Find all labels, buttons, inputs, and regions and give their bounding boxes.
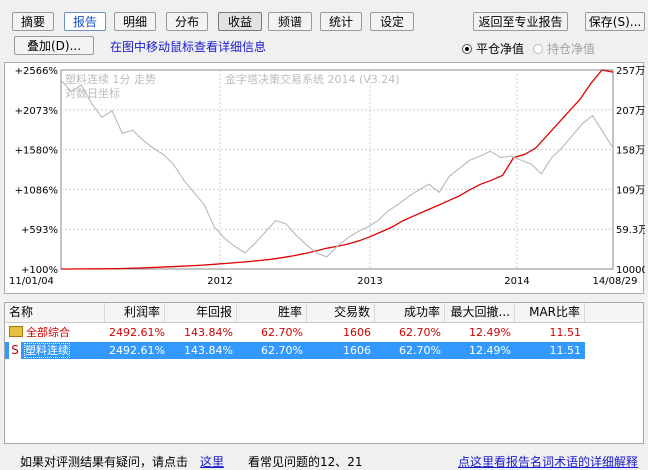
- table-cell: 2492.61%: [109, 326, 165, 339]
- name-cell: S 塑料连续: [5, 342, 105, 359]
- status-prefix: 如果对评测结果有疑问，请点击: [20, 455, 189, 469]
- row-name: 全部综合: [26, 326, 70, 339]
- table-cell: 12.49%: [469, 344, 511, 357]
- radio-flat-nav[interactable]: 平仓净值: [462, 40, 524, 57]
- column-header[interactable]: 最大回撤...: [445, 303, 515, 322]
- left-tick-label: +1580%: [15, 146, 58, 157]
- column-header[interactable]: MAR比率: [515, 303, 585, 322]
- tab-1[interactable]: 报告: [64, 12, 106, 31]
- equity-chart[interactable]: +2566% 257万 +2073% 207万 +1580% 158万 +1086% 109万…: [5, 63, 645, 295]
- tab-5[interactable]: 频谱: [268, 12, 312, 31]
- table-cell: 62.70%: [261, 344, 303, 357]
- series-line-1: [60, 79, 614, 258]
- tab-3[interactable]: 分布: [166, 12, 208, 31]
- name-cell: 全部综合: [5, 324, 105, 341]
- right-tick-label: 109万: [616, 185, 645, 196]
- radio-flat-label: 平仓净值: [476, 42, 525, 56]
- x-tick-label: 11/01/04: [9, 276, 54, 287]
- x-tick-label: 2012: [207, 276, 232, 287]
- table-row[interactable]: 全部综合 2492.61% 143.84% 62.70% 1606 62.70% 12.49…: [5, 324, 585, 341]
- left-tick-label: +2566%: [15, 66, 58, 77]
- chart-panel[interactable]: +2566% 257万 +2073% 207万 +1580% 158万 +1086% 109万…: [4, 62, 645, 295]
- table-cell: 143.84%: [184, 326, 233, 339]
- column-header[interactable]: 名称: [5, 303, 105, 322]
- watermark-system: 金字塔决策交易系统 2014 (V3.24): [225, 72, 400, 86]
- table-cell: 62.70%: [399, 326, 441, 339]
- tab-7[interactable]: 设定: [370, 12, 414, 31]
- column-header[interactable]: 交易数: [307, 303, 375, 322]
- row-name: 塑料连续: [24, 343, 70, 358]
- radio-hold-dot[interactable]: [533, 43, 543, 54]
- save-button[interactable]: 保存(S)...: [585, 12, 645, 31]
- table-cell: 62.70%: [261, 326, 303, 339]
- column-header[interactable]: 利润率: [105, 303, 165, 322]
- table-cell: 62.70%: [399, 344, 441, 357]
- right-tick-label: 59.3万: [616, 225, 645, 236]
- table-cell: 2492.61%: [109, 344, 165, 357]
- right-tick-label: 257万: [616, 66, 645, 77]
- x-tick-label: 2014: [504, 276, 529, 287]
- right-tick-label: 10000: [616, 265, 645, 276]
- return-to-pro-report-button[interactable]: 返回至专业报告: [473, 12, 568, 31]
- overlay-button[interactable]: 叠加(D)...: [14, 36, 94, 55]
- left-tick-label: +593%: [21, 225, 58, 236]
- table-cell: 1606: [343, 326, 371, 339]
- table-cell: 12.49%: [469, 326, 511, 339]
- column-header[interactable]: 年回报: [165, 303, 237, 322]
- column-header[interactable]: 成功率: [375, 303, 445, 322]
- faq-text: 看常见问题的12、21: [248, 455, 363, 469]
- watermark-scale: 对数日坐标: [65, 86, 120, 100]
- chart-hint-link[interactable]: 在图中移动鼠标查看详细信息: [110, 40, 267, 54]
- column-header[interactable]: 胜率: [237, 303, 307, 322]
- table-cell: 143.84%: [184, 344, 233, 357]
- folder-icon: [9, 326, 23, 337]
- left-tick-label: +2073%: [15, 106, 58, 117]
- table-cell: 11.51: [549, 326, 582, 339]
- tab-4[interactable]: 收益: [218, 12, 262, 31]
- right-tick-label: 207万: [616, 106, 645, 117]
- tab-6[interactable]: 统计: [320, 12, 362, 31]
- tab-0[interactable]: 摘要: [12, 12, 54, 31]
- plot-frame: [60, 69, 614, 270]
- x-tick-label: 14/08/29: [593, 276, 638, 287]
- radio-flat-dot[interactable]: [462, 43, 472, 54]
- table-cell: 1606: [343, 344, 371, 357]
- results-table: 名称 利润率 年回报 胜率 交易数 成功率 最大回撤... MAR比率 全部综合 2492.61…: [4, 302, 644, 444]
- symbol-s-icon: S: [9, 342, 21, 359]
- right-tick-label: 158万: [616, 146, 645, 157]
- watermark-title: 塑料连续 1分 走势: [65, 72, 156, 86]
- left-tick-label: +1086%: [15, 185, 58, 196]
- table-cell: 11.51: [549, 344, 582, 357]
- radio-hold-nav[interactable]: 持仓净值: [533, 40, 595, 57]
- left-tick-label: +100%: [21, 265, 58, 276]
- x-tick-label: 2013: [357, 276, 382, 287]
- table-row[interactable]: S 塑料连续 2492.61% 143.84% 62.70% 1606 62.70% 12.4…: [5, 342, 585, 359]
- glossary-link[interactable]: 点这里看报告名词术语的详细解释: [458, 455, 639, 469]
- radio-hold-label: 持仓净值: [547, 42, 596, 56]
- table-header: 名称 利润率 年回报 胜率 交易数 成功率 最大回撤... MAR比率: [5, 303, 643, 323]
- tab-2[interactable]: 明细: [114, 12, 156, 31]
- here-link[interactable]: 这里: [200, 455, 225, 469]
